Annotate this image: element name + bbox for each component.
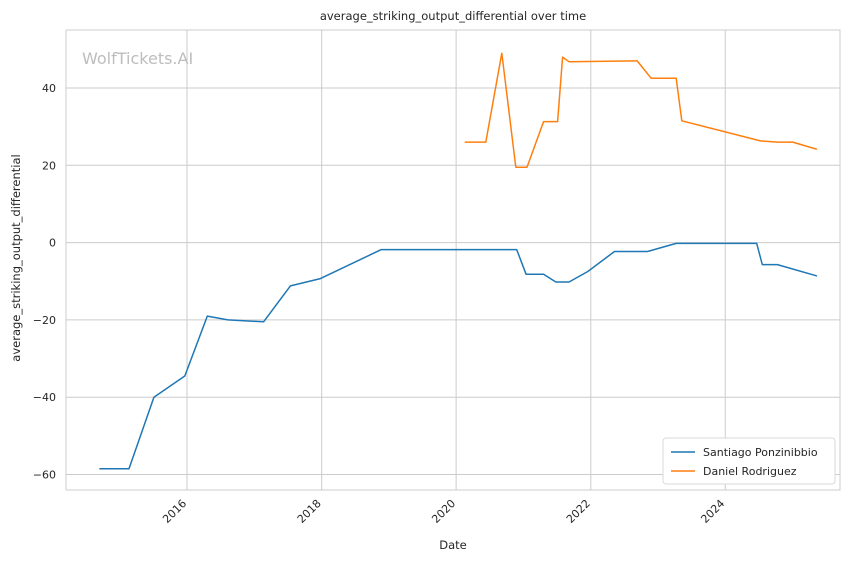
legend-label-santiago-ponzinibbio: Santiago Ponzinibbio <box>703 446 818 459</box>
y-axis-label: average_striking_output_differential <box>9 154 23 361</box>
watermark-text: WolfTickets.AI <box>82 49 193 68</box>
series-line-daniel-rodriguez <box>464 52 818 168</box>
y-tick-label: 20 <box>42 159 56 172</box>
plot-frame <box>65 29 841 491</box>
x-tick-label: 2020 <box>429 497 458 526</box>
y-tick-label: 40 <box>42 82 56 95</box>
chart-title: average_striking_output_differential ove… <box>320 9 586 23</box>
grid <box>66 30 840 490</box>
x-tick-label: 2022 <box>564 497 593 526</box>
y-tick-label: 0 <box>49 237 56 250</box>
legend-label-daniel-rodriguez: Daniel Rodriguez <box>703 465 797 478</box>
x-tick-label: 2024 <box>698 497 727 526</box>
legend-box <box>662 437 836 485</box>
x-tick-label: 2018 <box>295 497 324 526</box>
y-tick-label: −60 <box>33 469 56 482</box>
y-tick-label: −40 <box>33 391 56 404</box>
legend: Santiago Ponzinibbio Daniel Rodriguez <box>662 437 836 485</box>
series-lines <box>99 52 818 470</box>
series-line-santiago-ponzinibbio <box>99 242 818 470</box>
x-tick-label: 2016 <box>160 497 189 526</box>
y-tick-label: −20 <box>33 314 56 327</box>
x-axis-label: Date <box>439 538 467 552</box>
axis-ticks: 40 20 0 −20 −40 −60 2016 2018 2020 2022 2024 <box>33 82 728 526</box>
